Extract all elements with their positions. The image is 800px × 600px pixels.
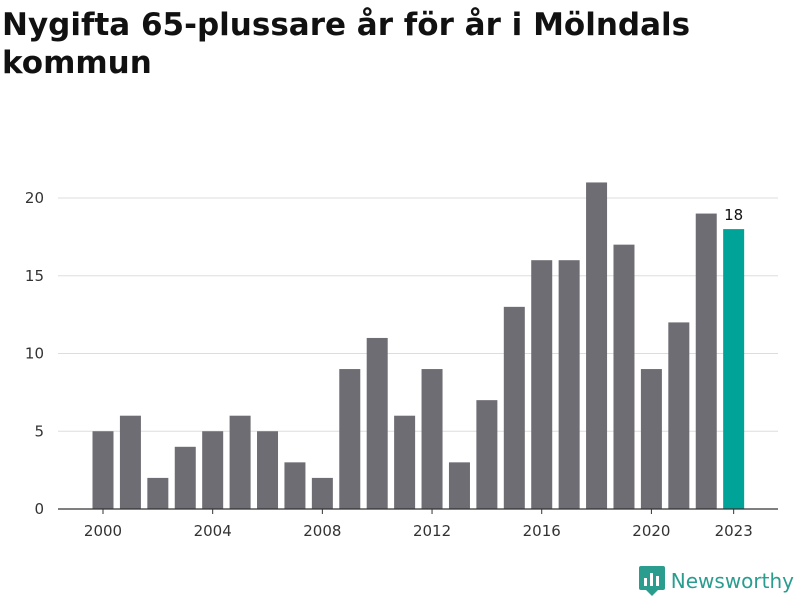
newsworthy-logo-icon	[638, 566, 665, 596]
bar-2020	[640, 369, 662, 509]
bar-2019	[613, 244, 635, 509]
y-tick-label: 15	[25, 267, 44, 285]
bar-2002	[147, 477, 169, 509]
bar-2018	[586, 182, 608, 509]
bar-2008	[311, 477, 333, 509]
bar-2012	[421, 369, 443, 509]
x-tick-label: 2008	[303, 522, 341, 540]
bar-2000	[92, 431, 114, 509]
y-tick-label: 0	[34, 500, 44, 518]
y-tick-label: 20	[25, 189, 44, 207]
x-tick-label: 2020	[632, 522, 670, 540]
bars	[92, 182, 745, 510]
bar-2009	[339, 369, 361, 509]
bar-2006	[257, 431, 279, 509]
bar-2005	[229, 415, 251, 509]
bar-2022	[695, 213, 717, 510]
bar-2001	[119, 415, 141, 509]
x-tick-label: 2023	[715, 522, 753, 540]
x-tick-label: 2016	[523, 522, 561, 540]
x-tick-label: 2012	[413, 522, 451, 540]
bar-2014	[476, 400, 498, 509]
brand-name: Newsworthy	[670, 569, 794, 593]
bar-2004	[202, 431, 224, 509]
bar-2017	[558, 260, 580, 509]
bar-2003	[174, 446, 196, 509]
x-tick-label: 2004	[194, 522, 232, 540]
chart-title: Nygifta 65-plussare år för år i Mölndals…	[2, 7, 691, 81]
bar-2015	[503, 306, 525, 509]
data-labels: 18	[724, 206, 743, 224]
bar-2011	[394, 415, 416, 509]
bar-2010	[366, 337, 388, 509]
brand: Newsworthy	[638, 566, 794, 596]
bar-2023	[723, 229, 745, 509]
x-axis-ticks: 2000 2004 2008 2012 2016 2020 2023	[84, 509, 753, 540]
y-tick-label: 5	[34, 422, 44, 440]
bar-2013	[448, 462, 470, 509]
x-tick-label: 2000	[84, 522, 122, 540]
y-axis-ticks: 0 5 10 15 20	[25, 189, 44, 518]
bar-2007	[284, 462, 306, 509]
y-tick-label: 10	[25, 345, 44, 363]
data-label-2023: 18	[724, 206, 743, 224]
bar-2021	[668, 322, 690, 509]
bar-2016	[531, 260, 553, 509]
